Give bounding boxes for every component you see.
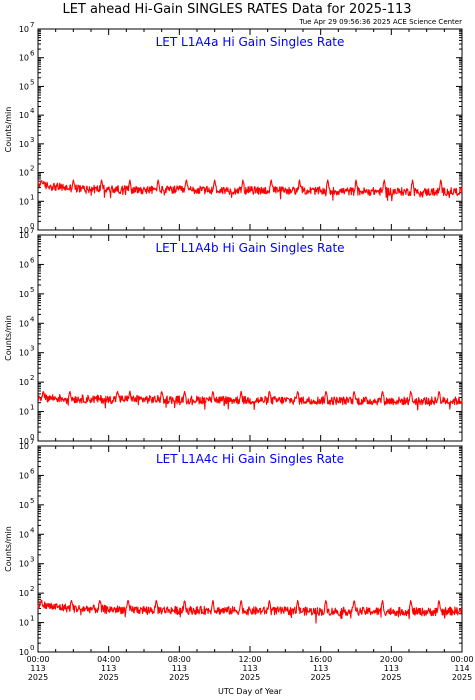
y-tick-exponent: 3 — [30, 556, 34, 564]
y-tick-exponent: 1 — [30, 615, 34, 623]
x-tick-label: 00:00 — [450, 655, 473, 664]
panel-title: LET L1A4b Hi Gain Singles Rate — [155, 241, 344, 255]
y-tick-label: 10 — [19, 231, 29, 240]
y-tick-exponent: 5 — [30, 497, 34, 505]
y-tick-exponent: 2 — [30, 165, 34, 173]
y-tick-label: 10 — [19, 290, 29, 299]
y-tick-label: 10 — [19, 25, 29, 34]
panel-title: LET L1A4c Hi Gain Singles Rate — [156, 452, 344, 466]
y-tick-label: 10 — [19, 471, 29, 480]
y-tick-exponent: 5 — [30, 78, 34, 86]
x-axis-label: UTC Day of Year — [218, 687, 283, 696]
x-tick-label: 113 — [30, 664, 45, 673]
y-tick-exponent: 1 — [30, 404, 34, 412]
y-tick-label: 10 — [19, 226, 29, 235]
plot-frame — [37, 234, 463, 442]
y-tick-label: 10 — [19, 319, 29, 328]
y-tick-exponent: 0 — [30, 222, 34, 230]
y-tick-exponent: 4 — [30, 107, 35, 115]
y-tick-label: 10 — [19, 501, 29, 510]
x-tick-label: 04:00 — [97, 655, 120, 664]
timestamp: Tue Apr 29 09:56:36 2025 ACE Science Cen… — [299, 18, 463, 26]
x-tick-label: 2025 — [240, 673, 260, 682]
x-tick-label: 2025 — [310, 673, 330, 682]
x-tick-label: 2025 — [28, 673, 48, 682]
y-tick-exponent: 0 — [30, 644, 34, 652]
series-line — [37, 390, 463, 411]
y-tick-label: 10 — [19, 619, 29, 628]
y-tick-label: 10 — [19, 437, 29, 446]
y-tick-exponent: 3 — [30, 136, 34, 144]
y-tick-exponent: 7 — [30, 21, 34, 29]
y-tick-label: 10 — [19, 530, 29, 539]
y-tick-exponent: 2 — [30, 585, 34, 593]
plot-frame — [37, 445, 463, 653]
x-tick-label: 20:00 — [380, 655, 403, 664]
y-tick-label: 10 — [19, 54, 29, 63]
y-tick-exponent: 3 — [30, 345, 34, 353]
series-line — [37, 599, 463, 624]
y-tick-label: 10 — [19, 140, 29, 149]
x-tick-label: 113 — [384, 664, 399, 673]
x-tick-label: 113 — [101, 664, 116, 673]
y-tick-label: 10 — [19, 169, 29, 178]
y-axis-label: Counts/min — [4, 107, 13, 153]
y-tick-exponent: 4 — [30, 526, 35, 534]
y-tick-exponent: 7 — [30, 438, 34, 446]
x-tick-label: 113 — [313, 664, 328, 673]
x-tick-label: 00:00 — [26, 655, 49, 664]
y-tick-label: 10 — [19, 349, 29, 358]
y-tick-exponent: 6 — [30, 467, 35, 475]
y-tick-label: 10 — [19, 260, 29, 269]
y-tick-label: 10 — [19, 589, 29, 598]
y-tick-exponent: 0 — [30, 433, 34, 441]
y-tick-label: 10 — [19, 378, 29, 387]
y-tick-label: 10 — [19, 82, 29, 91]
y-tick-label: 10 — [19, 442, 29, 451]
y-tick-label: 10 — [19, 111, 29, 120]
main-title: LET ahead Hi-Gain SINGLES RATES Data for… — [62, 2, 411, 17]
x-tick-label: 2025 — [381, 673, 401, 682]
y-tick-exponent: 5 — [30, 286, 34, 294]
x-tick-label: 12:00 — [238, 655, 261, 664]
series-line — [37, 179, 463, 202]
panel-title: LET L1A4a Hi Gain Singles Rate — [156, 35, 345, 49]
x-tick-label: 2025 — [452, 673, 472, 682]
y-tick-exponent: 2 — [30, 374, 34, 382]
y-axis-label: Counts/min — [4, 526, 13, 572]
y-axis-label: Counts/min — [4, 315, 13, 361]
x-tick-label: 113 — [172, 664, 187, 673]
y-tick-exponent: 6 — [30, 50, 35, 58]
y-tick-exponent: 4 — [30, 315, 35, 323]
y-tick-exponent: 1 — [30, 193, 34, 201]
x-tick-label: 113 — [242, 664, 257, 673]
y-tick-label: 10 — [19, 408, 29, 417]
y-tick-label: 10 — [19, 648, 29, 657]
x-tick-label: 08:00 — [168, 655, 191, 664]
x-tick-label: 16:00 — [309, 655, 332, 664]
plot-frame — [37, 28, 463, 231]
y-tick-label: 10 — [19, 560, 29, 569]
y-tick-label: 10 — [19, 197, 29, 206]
x-tick-label: 114 — [454, 664, 469, 673]
x-tick-label: 2025 — [98, 673, 118, 682]
y-tick-exponent: 6 — [30, 256, 35, 264]
y-tick-exponent: 7 — [30, 227, 34, 235]
x-tick-label: 2025 — [169, 673, 189, 682]
